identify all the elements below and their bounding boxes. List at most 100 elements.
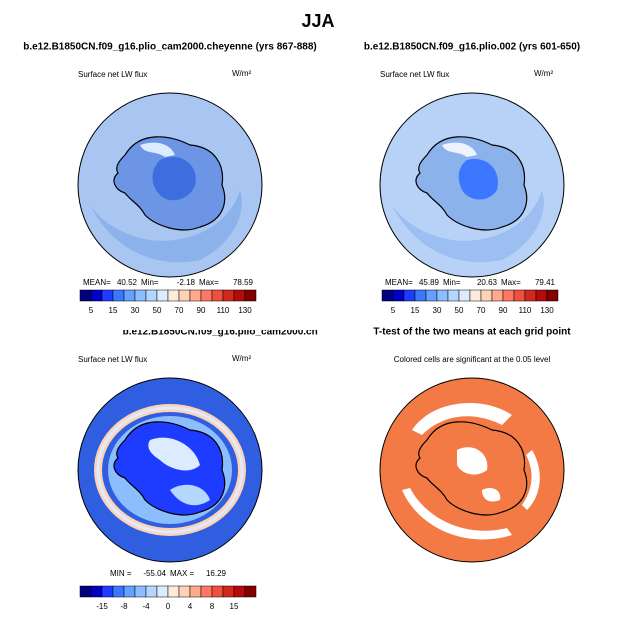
colorbar-box bbox=[178, 585, 191, 598]
map bbox=[77, 377, 263, 563]
colorbar-box bbox=[167, 585, 180, 598]
stat-value: 20.63 bbox=[477, 278, 498, 287]
colorbar-box bbox=[447, 289, 460, 302]
panel-title: b.e12.B1850CN.f09_g16.plio.002 (yrs 601-… bbox=[364, 42, 580, 53]
colorbar-box bbox=[145, 289, 158, 302]
colorbar-box bbox=[403, 289, 416, 302]
colorbar-box bbox=[167, 289, 180, 302]
colorbar-box bbox=[392, 289, 405, 302]
stat-value: 40.52 bbox=[117, 278, 138, 287]
stat-label: Min= bbox=[141, 278, 159, 287]
colorbar-label: 110 bbox=[217, 306, 230, 315]
colorbar-box bbox=[524, 289, 537, 302]
stat-label: Min= bbox=[443, 278, 461, 287]
panel-title: T-test of the two means at each grid poi… bbox=[373, 327, 571, 338]
colorbar-box bbox=[233, 585, 246, 598]
colorbar-label: -4 bbox=[142, 602, 150, 611]
colorbar-box bbox=[502, 289, 515, 302]
colorbar-box bbox=[222, 289, 235, 302]
stat-value: 16.29 bbox=[206, 569, 227, 578]
stat-value: -2.18 bbox=[177, 278, 196, 287]
colorbar-box bbox=[381, 289, 394, 302]
colorbar-label: 130 bbox=[540, 306, 554, 315]
colorbar-box bbox=[145, 585, 158, 598]
colorbar-box bbox=[156, 289, 169, 302]
colorbar-box bbox=[134, 289, 147, 302]
colorbar-box bbox=[79, 585, 92, 598]
figure-title: JJA bbox=[301, 11, 334, 31]
colorbar-box bbox=[134, 585, 147, 598]
colorbar-label: 0 bbox=[166, 602, 171, 611]
panel-units: W/m² bbox=[232, 354, 251, 363]
stat-label: Max= bbox=[501, 278, 521, 287]
colorbar-box bbox=[469, 289, 482, 302]
stat-value: 78.59 bbox=[233, 278, 254, 287]
colorbar-box bbox=[211, 585, 224, 598]
colorbar-box bbox=[178, 289, 191, 302]
colorbar-box bbox=[222, 585, 235, 598]
colorbar-label: 30 bbox=[131, 306, 140, 315]
colorbar-box bbox=[200, 289, 213, 302]
colorbar-box bbox=[546, 289, 559, 302]
colorbar-box bbox=[458, 289, 471, 302]
colorbar-label: 15 bbox=[230, 602, 239, 611]
colorbar-box bbox=[491, 289, 504, 302]
colorbar-box bbox=[211, 289, 224, 302]
colorbar-label: 50 bbox=[455, 306, 464, 315]
colorbar-box bbox=[123, 585, 136, 598]
colorbar-box bbox=[513, 289, 526, 302]
colorbar-box bbox=[244, 585, 257, 598]
colorbar-label: 5 bbox=[89, 306, 94, 315]
colorbar-box bbox=[112, 585, 125, 598]
colorbar-box bbox=[90, 585, 103, 598]
colorbar-box bbox=[156, 585, 169, 598]
colorbar-label: 15 bbox=[411, 306, 420, 315]
colorbar-label: 50 bbox=[153, 306, 162, 315]
colorbar-label: 90 bbox=[197, 306, 206, 315]
colorbar-box bbox=[436, 289, 449, 302]
panel-subtitle: Surface net LW flux bbox=[78, 70, 147, 79]
colorbar-label: 70 bbox=[477, 306, 486, 315]
colorbar-box bbox=[189, 289, 202, 302]
colorbar-box bbox=[101, 585, 114, 598]
map bbox=[379, 377, 565, 563]
colorbar-label: 30 bbox=[433, 306, 442, 315]
colorbar-label: 90 bbox=[499, 306, 508, 315]
stat-value: -55.04 bbox=[143, 569, 166, 578]
panel-subtitle: Colored cells are significant at the 0.0… bbox=[394, 355, 551, 364]
colorbar-label: -15 bbox=[96, 602, 108, 611]
colorbar-box bbox=[425, 289, 438, 302]
colorbar-box bbox=[90, 289, 103, 302]
colorbar-label: 5 bbox=[391, 306, 396, 315]
colorbar-label: 130 bbox=[238, 306, 252, 315]
colorbar-box bbox=[189, 585, 202, 598]
colorbar-box bbox=[480, 289, 493, 302]
panel-subtitle: Surface net LW flux bbox=[78, 355, 147, 364]
map bbox=[77, 92, 263, 278]
stat-label: MIN = bbox=[110, 569, 132, 578]
colorbar-label: 110 bbox=[519, 306, 532, 315]
panel-units: W/m² bbox=[534, 69, 553, 78]
colorbar-label: 8 bbox=[210, 602, 215, 611]
panel-title: b.e12.B1850CN.f09_g16.plio_cam2000.cheye… bbox=[123, 327, 514, 338]
colorbar-label: 70 bbox=[175, 306, 184, 315]
colorbar-box bbox=[414, 289, 427, 302]
colorbar-box bbox=[101, 289, 114, 302]
colorbar-label: -8 bbox=[120, 602, 128, 611]
stat-label: Max= bbox=[199, 278, 219, 287]
panel-title: b.e12.B1850CN.f09_g16.plio_cam2000.cheye… bbox=[23, 42, 317, 53]
stat-label: MEAN= bbox=[385, 278, 413, 287]
colorbar-box bbox=[233, 289, 246, 302]
panel-subtitle: Surface net LW flux bbox=[380, 70, 449, 79]
colorbar-box bbox=[244, 289, 257, 302]
stat-label: MEAN= bbox=[83, 278, 111, 287]
colorbar-box bbox=[535, 289, 548, 302]
colorbar-box bbox=[112, 289, 125, 302]
stat-label: MAX = bbox=[170, 569, 195, 578]
panel-units: W/m² bbox=[232, 69, 251, 78]
colorbar-label: 4 bbox=[188, 602, 193, 611]
stat-value: 45.89 bbox=[419, 278, 440, 287]
colorbar-box bbox=[200, 585, 213, 598]
map bbox=[379, 92, 565, 278]
